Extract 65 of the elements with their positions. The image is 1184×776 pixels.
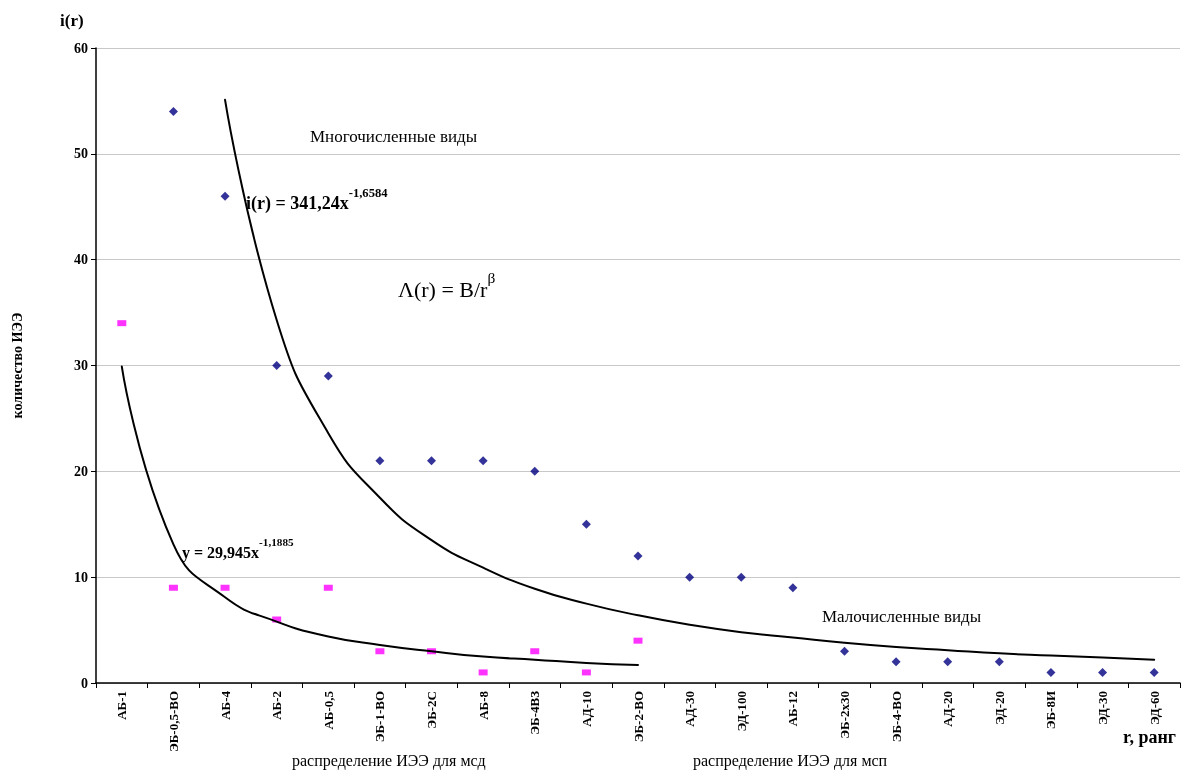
x-tick-label: ЭД-60 <box>1146 691 1162 725</box>
line-series <box>120 365 639 667</box>
x-tick-label: АБ-0,5 <box>320 690 336 730</box>
x-tick-label: ЭБ-2С <box>424 691 440 729</box>
x-axis-title: r, ранг <box>1123 727 1177 747</box>
point <box>375 456 385 466</box>
x-tick-label: ЭБ-8И <box>1043 691 1059 730</box>
annotation: Многочисленные виды <box>310 127 478 146</box>
text: распределение ИЭЭ для мсд <box>292 751 486 770</box>
point <box>891 657 901 667</box>
point <box>994 657 1004 667</box>
point <box>427 456 437 466</box>
y-tick-label: 50 <box>74 146 88 162</box>
y-tick-label: 20 <box>74 463 88 479</box>
point <box>1149 667 1159 677</box>
x-tick-label: ЭБ-1-ВО <box>372 691 388 743</box>
x-tick-label: ЭБ-2-ВО <box>630 691 646 743</box>
point <box>685 572 695 582</box>
x-tick-label: АБ-12 <box>785 691 801 727</box>
x-tick-label: АД-10 <box>578 691 594 727</box>
point <box>220 191 230 201</box>
y-tick-label: 60 <box>74 40 88 56</box>
point <box>323 371 333 381</box>
y-tick-label: 30 <box>74 358 88 373</box>
x-tick-label: АБ-8 <box>475 690 491 720</box>
point <box>581 519 591 529</box>
y-tick-label: 10 <box>74 569 88 585</box>
point <box>168 584 178 591</box>
text: распределение ИЭЭ для мсп <box>693 751 888 770</box>
point <box>117 320 127 327</box>
x-tick-label: АД-30 <box>682 691 698 727</box>
point <box>530 466 540 476</box>
annotation: Малочисленные виды <box>822 607 982 626</box>
point <box>839 646 849 656</box>
point <box>530 648 540 655</box>
point <box>633 637 643 644</box>
x-tick-label: АБ-2 <box>269 691 285 720</box>
point <box>478 456 488 466</box>
point <box>1046 667 1056 677</box>
point <box>581 669 591 676</box>
y-tick-label: 40 <box>74 252 88 268</box>
point <box>943 657 953 667</box>
x-tick-label: ЭБ-4-ВО <box>888 691 904 743</box>
x-tick-label: ЭД-100 <box>733 691 749 732</box>
x-tick-label: ЭБ-4ВЗ <box>527 690 543 735</box>
point <box>633 551 643 561</box>
x-tick-label: ЭБ-0,5-ВО <box>165 691 181 753</box>
x-tick-label: АБ-4 <box>217 690 233 720</box>
point <box>168 107 178 116</box>
point <box>478 669 488 676</box>
point <box>272 361 282 370</box>
point <box>736 572 746 582</box>
point <box>1098 667 1108 677</box>
point <box>220 584 230 591</box>
y-axis-title: количество ИЭЭ <box>9 312 25 419</box>
x-tick-label: АБ-1 <box>114 691 130 720</box>
point <box>375 648 385 655</box>
point <box>323 584 333 591</box>
x-tick-label: ЭД-30 <box>1095 691 1111 725</box>
point <box>788 583 798 593</box>
text: i(r) <box>60 11 84 30</box>
x-tick-label: ЭД-20 <box>991 691 1007 725</box>
x-tick-label: АД-20 <box>940 691 956 727</box>
x-tick-label: ЭБ-2х30 <box>836 691 852 739</box>
y-tick-label: 0 <box>81 675 88 691</box>
